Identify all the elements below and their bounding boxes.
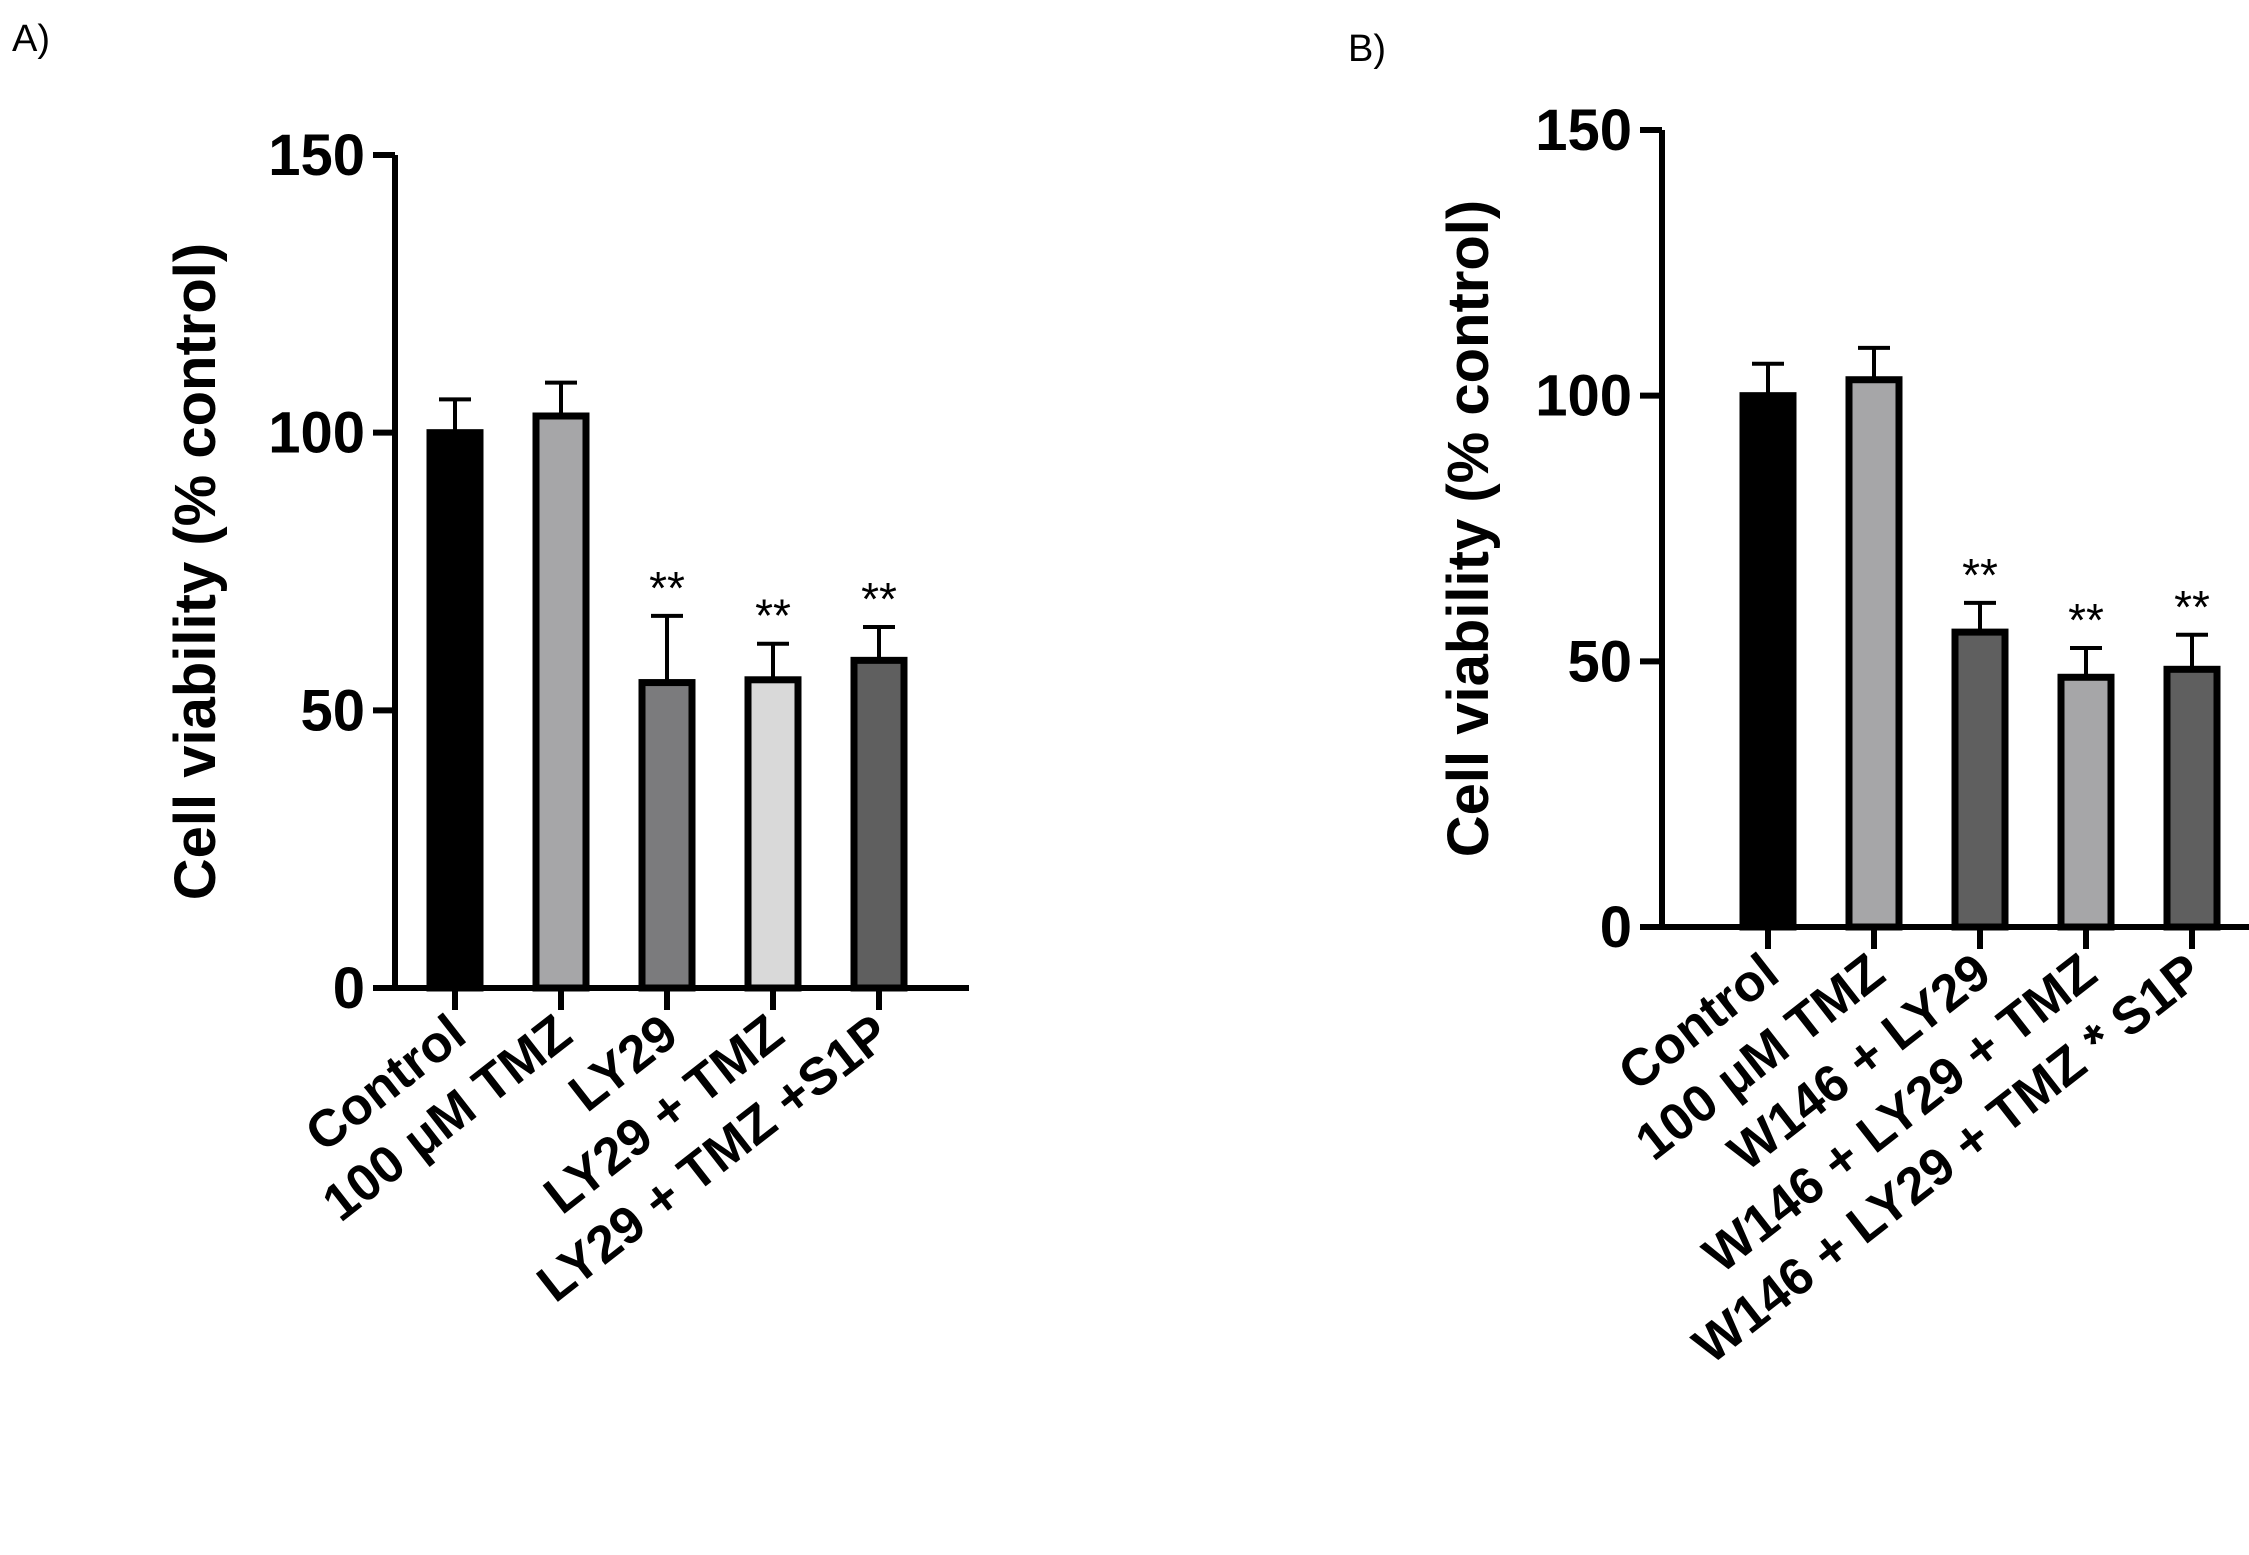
chart-a-significance: **: [861, 573, 897, 625]
chart-a-y-tick-label: 0: [333, 956, 365, 1021]
panel-label-b: B): [1348, 28, 1386, 70]
chart-b-y-tick-label: 50: [1567, 629, 1632, 694]
chart-a-bar: [426, 429, 484, 992]
chart-b-significance: **: [1962, 549, 1998, 601]
chart-b-y-tick-label: 0: [1600, 895, 1632, 960]
chart-a-y-title: Cell viability (% control): [163, 243, 228, 900]
chart-b-bar: [2163, 665, 2221, 931]
chart-b-bar: [1951, 628, 2009, 931]
chart-b-significance: **: [2068, 594, 2104, 646]
chart-b-bar: [2057, 673, 2115, 931]
chart-a-significance: **: [649, 562, 685, 614]
chart-a-bar: [850, 656, 908, 992]
chart-a-bar: [638, 679, 696, 992]
chart-a-bar: [744, 676, 802, 992]
chart-b-y-tick-label: 150: [1535, 98, 1632, 163]
chart-b-significance: **: [2174, 581, 2210, 633]
chart-a-y-tick-label: 150: [268, 123, 365, 188]
chart-b-bar: [1845, 376, 1903, 931]
chart-b-bar: [1739, 392, 1797, 931]
chart-b-y-tick-label: 100: [1535, 364, 1632, 429]
chart-a-y-tick-label: 50: [300, 678, 365, 743]
panel-label-a: A): [12, 18, 50, 60]
chart-b-y-title: Cell viability (% control): [1436, 200, 1501, 857]
chart-a-bar: [532, 412, 590, 992]
chart-a-significance: **: [755, 590, 791, 642]
chart-a-y-tick-label: 100: [268, 401, 365, 466]
